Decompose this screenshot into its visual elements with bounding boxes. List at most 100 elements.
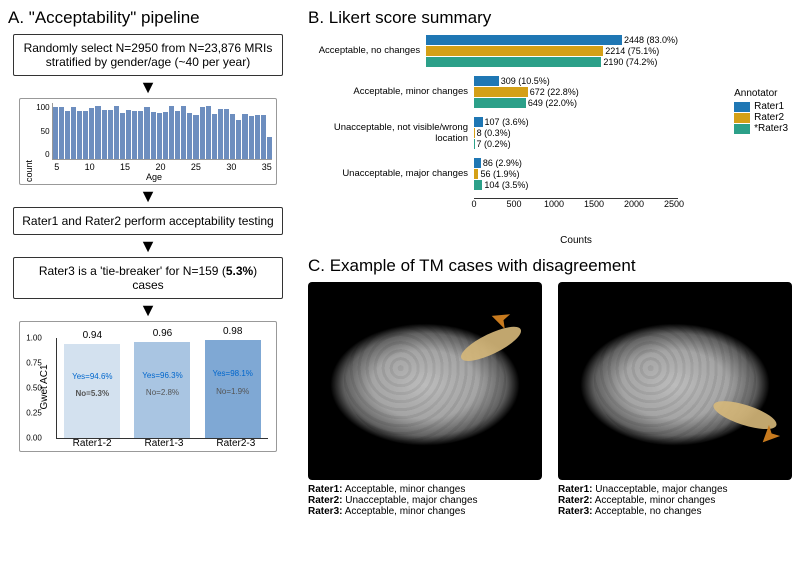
- ac1-bar: 0.94Yes=94.6%No=5.3%: [64, 344, 120, 438]
- likert-bar-row: 309 (10.5%): [474, 75, 678, 86]
- likert-bar-group: 86 (2.9%)56 (1.9%)104 (3.5%): [474, 157, 678, 190]
- likert-category: Acceptable, no changes 2448 (83.0%)2214 (…: [308, 34, 678, 67]
- figure-root: A. "Acceptability" pipeline Randomly sel…: [8, 8, 792, 517]
- likert-bar-text: 672 (22.8%): [528, 87, 579, 97]
- legend-row: Rater2: [734, 112, 788, 123]
- swatch-icon: [734, 124, 750, 134]
- hist-xtick: 20: [155, 162, 165, 172]
- ac1-value: 0.98: [223, 326, 242, 337]
- mri-ratings: Rater1: Unacceptable, major changesRater…: [558, 484, 792, 517]
- ac1-bars: 0.94Yes=94.6%No=5.3%0.96Yes=96.3%No=2.8%…: [56, 338, 268, 439]
- ac1-bar: 0.98Yes=98.1%No=1.9%: [205, 340, 261, 438]
- likert-bar-row: 649 (22.0%): [474, 97, 678, 108]
- likert-bar-text: 104 (3.5%): [482, 180, 528, 190]
- hist-xtick: 35: [262, 162, 272, 172]
- likert-bar-text: 2448 (83.0%): [622, 35, 678, 45]
- likert-bar: [474, 76, 499, 86]
- ac1-value: 0.96: [153, 328, 172, 339]
- flow-box-select: Randomly select N=2950 from N=23,876 MRI…: [13, 34, 283, 76]
- legend-label: Rater2: [754, 112, 784, 123]
- hist-bar: [267, 137, 272, 159]
- hist-bar: [242, 114, 247, 159]
- likert-bar-group: 309 (10.5%)672 (22.8%)649 (22.0%): [474, 75, 678, 108]
- hist-bar: [95, 106, 100, 159]
- mri-rater-text: Unacceptable, major changes: [592, 484, 727, 495]
- likert-chart: Acceptable, no changes 2448 (83.0%)2214 (…: [308, 34, 678, 190]
- swatch-icon: [734, 102, 750, 112]
- likert-bar: [426, 46, 603, 56]
- likert-xtick: 2500: [664, 199, 684, 209]
- panel-a: A. "Acceptability" pipeline Randomly sel…: [8, 8, 288, 517]
- mri-ratings: Rater1: Acceptable, minor changesRater2:…: [308, 484, 542, 517]
- ac1-container: Gwet AC1 0.000.250.500.751.00 0.94Yes=94…: [19, 321, 277, 452]
- mri-image: ➤: [558, 282, 792, 480]
- likert-label: Unacceptable, major changes: [308, 157, 474, 190]
- arrow-icon: ▼: [8, 187, 288, 205]
- hist-bar: [193, 115, 198, 159]
- hist-xtick: 5: [54, 162, 59, 172]
- mri-rater-text: Acceptable, minor changes: [592, 495, 715, 506]
- likert-bar-text: 309 (10.5%): [499, 76, 550, 86]
- likert-bar: [474, 158, 481, 168]
- hist-bar: [83, 111, 88, 159]
- arrow-icon: ▼: [8, 78, 288, 96]
- likert-bar: [474, 87, 528, 97]
- ac1-no: No=1.9%: [216, 387, 249, 396]
- likert-label: Acceptable, no changes: [308, 34, 426, 67]
- hist-xtick: 15: [120, 162, 130, 172]
- mri-image: ➤: [308, 282, 542, 480]
- likert-bar-row: 2448 (83.0%): [426, 34, 678, 45]
- hist-bar: [157, 113, 162, 159]
- likert-xtitle: Counts: [474, 235, 678, 246]
- likert-bar-text: 2190 (74.2%): [601, 57, 657, 67]
- hist-bar: [132, 111, 137, 159]
- hist-xaxis: 5101520253035: [54, 162, 272, 172]
- mri-rater-name: Rater3:: [308, 506, 342, 517]
- likert-category: Unacceptable, major changes86 (2.9%)56 (…: [308, 157, 678, 190]
- likert-bar: [426, 57, 601, 67]
- ac1-xlabel: Rater2-3: [216, 438, 255, 449]
- likert-bar-text: 86 (2.9%): [481, 158, 522, 168]
- hist-bar: [255, 115, 260, 159]
- hist-bar: [181, 106, 186, 159]
- mri-row: ➤Rater1: Acceptable, minor changesRater2…: [308, 282, 792, 517]
- likert-xtick: 1500: [584, 199, 604, 209]
- hist-bar: [120, 113, 125, 159]
- mri-rater-name: Rater1:: [558, 484, 592, 495]
- likert-xtick: 0: [471, 199, 476, 209]
- hist-xtick: 25: [191, 162, 201, 172]
- hist-bar: [138, 111, 143, 159]
- ac1-xlabel: Rater1-2: [73, 438, 112, 449]
- hist-bar: [102, 110, 107, 159]
- likert-bar: [474, 98, 526, 108]
- likert-bar: [426, 35, 622, 45]
- panel-b-title: B. Likert score summary: [308, 8, 792, 28]
- ac1-yes: Yes=98.1%: [212, 369, 252, 378]
- ac1-ytick: 0.50: [26, 384, 42, 393]
- arrow-icon: ▼: [8, 301, 288, 319]
- likert-bar-row: 8 (0.3%): [474, 127, 678, 138]
- hist-bar: [151, 112, 156, 159]
- mri-rating-line: Rater3: Acceptable, minor changes: [308, 506, 542, 517]
- mri-case: ➤ Rater1: Acceptable, minor changesRater2…: [308, 282, 542, 517]
- legend-row: *Rater3: [734, 123, 788, 134]
- hist-bar: [175, 111, 180, 159]
- hist-bar: [206, 106, 211, 159]
- hist-bar: [126, 110, 131, 159]
- mri-rating-line: Rater2: Acceptable, minor changes: [558, 495, 792, 506]
- likert-bar-text: 2214 (75.1%): [603, 46, 659, 56]
- likert-xtick: 1000: [544, 199, 564, 209]
- likert-bar: [474, 180, 482, 190]
- legend-label: Rater1: [754, 101, 784, 112]
- likert-category: Unacceptable, not visible/wrong location…: [308, 116, 678, 149]
- legend-label: *Rater3: [754, 123, 788, 134]
- hist-ytick: 50: [41, 127, 50, 136]
- mri-rating-line: Rater1: Unacceptable, major changes: [558, 484, 792, 495]
- hist-bar: [114, 106, 119, 159]
- ac1-ytick: 0.75: [26, 359, 42, 368]
- mri-rater-name: Rater2:: [558, 495, 592, 506]
- mri-case: ➤ Rater1: Unacceptable, major changesRate…: [558, 282, 792, 517]
- mri-rater-name: Rater2:: [308, 495, 342, 506]
- legend-row: Rater1: [734, 101, 788, 112]
- hist-bar: [163, 112, 168, 159]
